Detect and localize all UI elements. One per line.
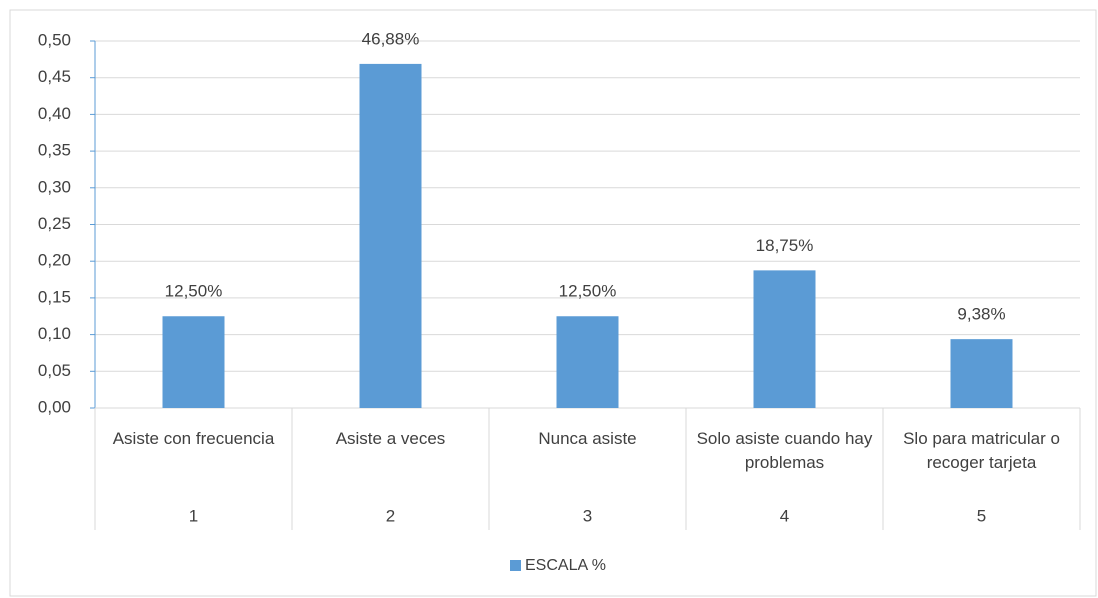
y-tick-label: 0,15 — [38, 287, 71, 306]
y-tick-label: 0,20 — [38, 251, 71, 270]
data-label: 9,38% — [957, 305, 1005, 324]
x-tick-label: Nunca asiste — [538, 429, 637, 448]
bar — [950, 339, 1013, 408]
group-label: 2 — [386, 506, 395, 525]
group-label: 1 — [189, 506, 198, 525]
y-tick-label: 0,25 — [38, 214, 71, 233]
y-tick-label: 0,35 — [38, 141, 71, 160]
chart-border — [9, 9, 1097, 597]
y-tick-label: 0,05 — [38, 361, 71, 380]
data-label: 18,75% — [756, 236, 814, 255]
x-tick-label: Solo asiste cuando hay problemas — [696, 429, 873, 472]
legend-swatch — [510, 560, 521, 571]
x-tick-label: Asiste con frecuencia — [112, 429, 275, 448]
group-label: 5 — [977, 506, 986, 525]
x-tick-label: Asiste a veces — [335, 429, 446, 448]
y-tick-label: 0,45 — [38, 67, 71, 86]
x-tick-label: Slo para matricular o recoger tarjeta — [903, 429, 1060, 472]
y-tick-label: 0,50 — [38, 30, 71, 49]
y-tick-label: 0,40 — [38, 104, 71, 123]
data-label: 12,50% — [559, 282, 617, 301]
group-label: 3 — [583, 506, 592, 525]
legend-label: ESCALA % — [525, 557, 606, 574]
y-tick-label: 0,10 — [38, 324, 71, 343]
data-label: 46,88% — [362, 29, 420, 48]
bar — [162, 316, 225, 408]
bar — [556, 316, 619, 408]
bar — [359, 63, 422, 409]
data-label: 12,50% — [165, 282, 223, 301]
bar — [753, 270, 816, 408]
y-tick-label: 0,00 — [38, 397, 71, 416]
y-tick-label: 0,30 — [38, 177, 71, 196]
group-label: 4 — [780, 506, 789, 525]
